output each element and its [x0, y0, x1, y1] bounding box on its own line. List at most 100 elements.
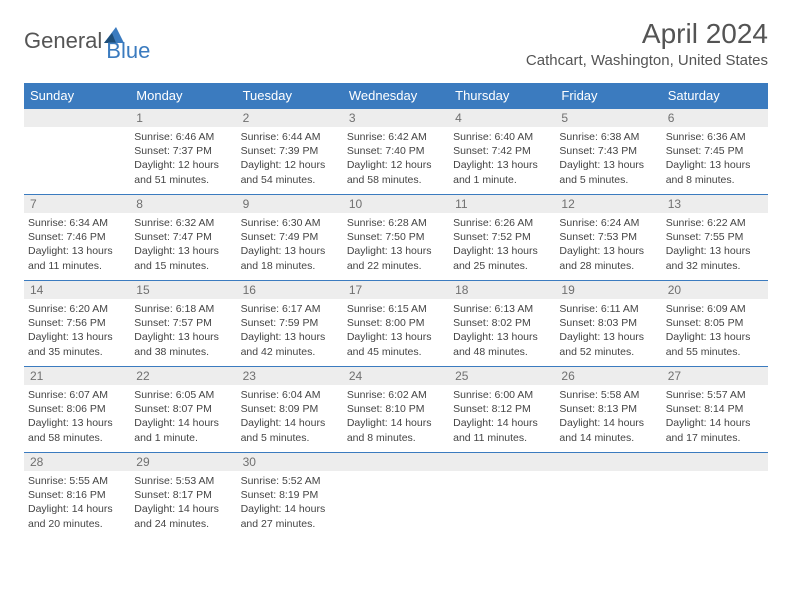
sunset-text: Sunset: 7:40 PM	[347, 144, 443, 158]
daylight-text: Daylight: 13 hours and 35 minutes.	[28, 330, 124, 358]
sunrise-text: Sunrise: 5:55 AM	[28, 474, 124, 488]
calendar-day-cell: 27Sunrise: 5:57 AMSunset: 8:14 PMDayligh…	[662, 367, 768, 453]
day-number	[662, 453, 768, 471]
sunset-text: Sunset: 8:19 PM	[241, 488, 337, 502]
sunset-text: Sunset: 7:46 PM	[28, 230, 124, 244]
calendar-day-cell: 21Sunrise: 6:07 AMSunset: 8:06 PMDayligh…	[24, 367, 130, 453]
sunrise-text: Sunrise: 6:15 AM	[347, 302, 443, 316]
day-number: 3	[343, 109, 449, 127]
calendar-day-cell: 12Sunrise: 6:24 AMSunset: 7:53 PMDayligh…	[555, 195, 661, 281]
sunset-text: Sunset: 7:39 PM	[241, 144, 337, 158]
sunset-text: Sunset: 7:50 PM	[347, 230, 443, 244]
calendar-header-row: SundayMondayTuesdayWednesdayThursdayFrid…	[24, 83, 768, 109]
calendar-day-cell: 23Sunrise: 6:04 AMSunset: 8:09 PMDayligh…	[237, 367, 343, 453]
day-content: Sunrise: 6:42 AMSunset: 7:40 PMDaylight:…	[343, 127, 449, 189]
calendar-day-cell: 4Sunrise: 6:40 AMSunset: 7:42 PMDaylight…	[449, 109, 555, 195]
sunrise-text: Sunrise: 6:40 AM	[453, 130, 549, 144]
daylight-text: Daylight: 13 hours and 48 minutes.	[453, 330, 549, 358]
sunrise-text: Sunrise: 6:17 AM	[241, 302, 337, 316]
day-content: Sunrise: 6:26 AMSunset: 7:52 PMDaylight:…	[449, 213, 555, 275]
day-content: Sunrise: 6:15 AMSunset: 8:00 PMDaylight:…	[343, 299, 449, 361]
sunset-text: Sunset: 7:47 PM	[134, 230, 230, 244]
calendar-day-cell: 3Sunrise: 6:42 AMSunset: 7:40 PMDaylight…	[343, 109, 449, 195]
sunrise-text: Sunrise: 6:09 AM	[666, 302, 762, 316]
daylight-text: Daylight: 14 hours and 14 minutes.	[559, 416, 655, 444]
day-number	[555, 453, 661, 471]
day-number: 16	[237, 281, 343, 299]
daylight-text: Daylight: 12 hours and 54 minutes.	[241, 158, 337, 186]
daylight-text: Daylight: 13 hours and 32 minutes.	[666, 244, 762, 272]
daylight-text: Daylight: 13 hours and 52 minutes.	[559, 330, 655, 358]
calendar-day-cell: 29Sunrise: 5:53 AMSunset: 8:17 PMDayligh…	[130, 453, 236, 539]
day-number	[449, 453, 555, 471]
daylight-text: Daylight: 14 hours and 11 minutes.	[453, 416, 549, 444]
day-content: Sunrise: 6:40 AMSunset: 7:42 PMDaylight:…	[449, 127, 555, 189]
calendar-day-cell	[343, 453, 449, 539]
calendar-day-cell: 18Sunrise: 6:13 AMSunset: 8:02 PMDayligh…	[449, 281, 555, 367]
day-content: Sunrise: 6:13 AMSunset: 8:02 PMDaylight:…	[449, 299, 555, 361]
sunset-text: Sunset: 7:57 PM	[134, 316, 230, 330]
day-number: 27	[662, 367, 768, 385]
day-content: Sunrise: 6:30 AMSunset: 7:49 PMDaylight:…	[237, 213, 343, 275]
calendar-day-cell: 15Sunrise: 6:18 AMSunset: 7:57 PMDayligh…	[130, 281, 236, 367]
calendar-day-cell: 9Sunrise: 6:30 AMSunset: 7:49 PMDaylight…	[237, 195, 343, 281]
day-number: 30	[237, 453, 343, 471]
day-content: Sunrise: 6:18 AMSunset: 7:57 PMDaylight:…	[130, 299, 236, 361]
sunrise-text: Sunrise: 6:24 AM	[559, 216, 655, 230]
day-content: Sunrise: 6:38 AMSunset: 7:43 PMDaylight:…	[555, 127, 661, 189]
daylight-text: Daylight: 13 hours and 58 minutes.	[28, 416, 124, 444]
calendar-table: SundayMondayTuesdayWednesdayThursdayFrid…	[24, 83, 768, 539]
sunrise-text: Sunrise: 6:07 AM	[28, 388, 124, 402]
daylight-text: Daylight: 13 hours and 38 minutes.	[134, 330, 230, 358]
calendar-day-cell: 22Sunrise: 6:05 AMSunset: 8:07 PMDayligh…	[130, 367, 236, 453]
sunset-text: Sunset: 8:05 PM	[666, 316, 762, 330]
sunset-text: Sunset: 7:49 PM	[241, 230, 337, 244]
day-content: Sunrise: 5:53 AMSunset: 8:17 PMDaylight:…	[130, 471, 236, 533]
day-content: Sunrise: 5:52 AMSunset: 8:19 PMDaylight:…	[237, 471, 343, 533]
sunset-text: Sunset: 7:43 PM	[559, 144, 655, 158]
daylight-text: Daylight: 14 hours and 27 minutes.	[241, 502, 337, 530]
day-number: 13	[662, 195, 768, 213]
day-content: Sunrise: 6:22 AMSunset: 7:55 PMDaylight:…	[662, 213, 768, 275]
calendar-day-cell	[555, 453, 661, 539]
calendar-day-cell: 13Sunrise: 6:22 AMSunset: 7:55 PMDayligh…	[662, 195, 768, 281]
calendar-body: 1Sunrise: 6:46 AMSunset: 7:37 PMDaylight…	[24, 109, 768, 539]
sunrise-text: Sunrise: 6:26 AM	[453, 216, 549, 230]
sunset-text: Sunset: 7:42 PM	[453, 144, 549, 158]
sunset-text: Sunset: 7:55 PM	[666, 230, 762, 244]
day-number: 20	[662, 281, 768, 299]
calendar-day-cell: 2Sunrise: 6:44 AMSunset: 7:39 PMDaylight…	[237, 109, 343, 195]
sunset-text: Sunset: 8:13 PM	[559, 402, 655, 416]
day-number: 15	[130, 281, 236, 299]
daylight-text: Daylight: 12 hours and 58 minutes.	[347, 158, 443, 186]
daylight-text: Daylight: 13 hours and 42 minutes.	[241, 330, 337, 358]
day-number: 9	[237, 195, 343, 213]
sunrise-text: Sunrise: 6:04 AM	[241, 388, 337, 402]
daylight-text: Daylight: 14 hours and 24 minutes.	[134, 502, 230, 530]
sunrise-text: Sunrise: 5:52 AM	[241, 474, 337, 488]
day-number: 7	[24, 195, 130, 213]
daylight-text: Daylight: 14 hours and 1 minute.	[134, 416, 230, 444]
sunset-text: Sunset: 8:00 PM	[347, 316, 443, 330]
daylight-text: Daylight: 13 hours and 15 minutes.	[134, 244, 230, 272]
daylight-text: Daylight: 13 hours and 18 minutes.	[241, 244, 337, 272]
calendar-week-row: 1Sunrise: 6:46 AMSunset: 7:37 PMDaylight…	[24, 109, 768, 195]
day-number: 1	[130, 109, 236, 127]
daylight-text: Daylight: 13 hours and 45 minutes.	[347, 330, 443, 358]
day-number: 14	[24, 281, 130, 299]
calendar-day-cell: 20Sunrise: 6:09 AMSunset: 8:05 PMDayligh…	[662, 281, 768, 367]
daylight-text: Daylight: 13 hours and 5 minutes.	[559, 158, 655, 186]
sunrise-text: Sunrise: 6:44 AM	[241, 130, 337, 144]
daylight-text: Daylight: 13 hours and 22 minutes.	[347, 244, 443, 272]
sunset-text: Sunset: 7:56 PM	[28, 316, 124, 330]
weekday-header: Sunday	[24, 83, 130, 109]
daylight-text: Daylight: 13 hours and 1 minute.	[453, 158, 549, 186]
sunset-text: Sunset: 8:16 PM	[28, 488, 124, 502]
day-number: 24	[343, 367, 449, 385]
sunrise-text: Sunrise: 6:00 AM	[453, 388, 549, 402]
sunset-text: Sunset: 8:02 PM	[453, 316, 549, 330]
day-number: 12	[555, 195, 661, 213]
sunrise-text: Sunrise: 5:53 AM	[134, 474, 230, 488]
day-content: Sunrise: 6:24 AMSunset: 7:53 PMDaylight:…	[555, 213, 661, 275]
day-number: 21	[24, 367, 130, 385]
